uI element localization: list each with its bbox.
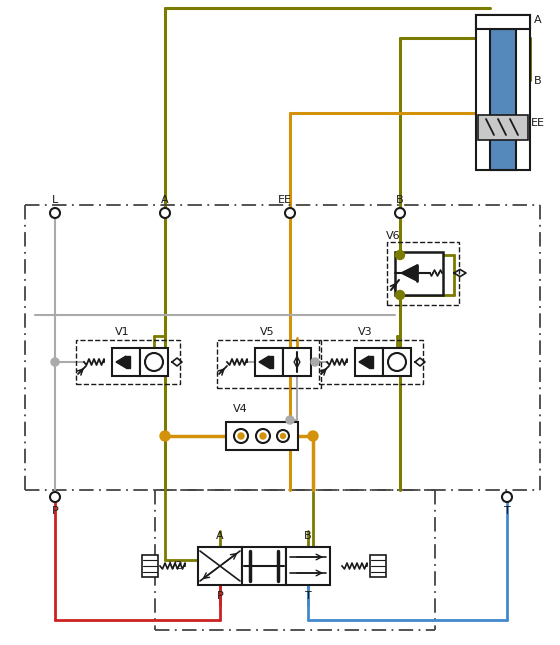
Circle shape — [395, 250, 404, 259]
Text: B: B — [396, 195, 404, 205]
Circle shape — [281, 433, 286, 439]
Text: V1: V1 — [115, 327, 129, 337]
Bar — [476, 15, 530, 170]
Bar — [283, 348, 311, 376]
Text: EE: EE — [531, 118, 545, 128]
Circle shape — [308, 431, 318, 441]
Text: A: A — [216, 531, 224, 541]
Text: A: A — [161, 195, 169, 205]
Circle shape — [238, 433, 244, 439]
Bar — [140, 348, 168, 376]
Text: L: L — [52, 195, 58, 205]
Circle shape — [160, 431, 170, 441]
Bar — [198, 547, 242, 585]
Bar — [112, 348, 140, 376]
Text: B: B — [534, 76, 542, 86]
Bar — [383, 348, 411, 376]
Circle shape — [260, 433, 266, 439]
Circle shape — [311, 358, 319, 366]
Text: B: B — [304, 531, 312, 541]
Bar — [255, 348, 283, 376]
Circle shape — [234, 429, 248, 443]
Text: P: P — [52, 506, 58, 516]
Bar — [395, 252, 443, 295]
Text: T: T — [305, 591, 311, 601]
Text: V4: V4 — [232, 404, 248, 414]
Text: V3: V3 — [358, 327, 372, 337]
Bar — [387, 242, 459, 305]
Circle shape — [256, 429, 270, 443]
Circle shape — [502, 492, 512, 502]
Bar — [286, 547, 330, 585]
Bar — [242, 547, 286, 585]
Bar — [269, 356, 273, 368]
Text: V5: V5 — [260, 327, 274, 337]
Text: V2: V2 — [169, 561, 183, 571]
Circle shape — [145, 353, 163, 371]
Bar — [370, 555, 386, 577]
Text: V6: V6 — [386, 231, 400, 241]
Text: T: T — [503, 506, 510, 516]
Bar — [478, 115, 528, 140]
Circle shape — [395, 208, 405, 218]
Polygon shape — [259, 356, 269, 368]
Circle shape — [286, 416, 294, 424]
Polygon shape — [359, 356, 369, 368]
Polygon shape — [116, 356, 126, 368]
Bar — [76, 340, 180, 384]
Bar — [319, 340, 423, 384]
Bar — [369, 356, 373, 368]
Bar — [217, 340, 321, 388]
Bar — [142, 555, 158, 577]
Circle shape — [50, 208, 60, 218]
Circle shape — [160, 208, 170, 218]
Text: P: P — [217, 591, 223, 601]
Polygon shape — [401, 265, 417, 281]
Circle shape — [388, 353, 406, 371]
Bar — [126, 356, 130, 368]
Circle shape — [51, 358, 59, 366]
Text: A: A — [534, 15, 542, 25]
Bar — [476, 15, 530, 29]
Circle shape — [285, 208, 295, 218]
Bar — [490, 29, 516, 170]
Circle shape — [395, 290, 404, 299]
Text: EE: EE — [278, 195, 292, 205]
Bar — [355, 348, 383, 376]
Circle shape — [277, 430, 289, 442]
Circle shape — [50, 492, 60, 502]
Bar — [226, 422, 298, 450]
